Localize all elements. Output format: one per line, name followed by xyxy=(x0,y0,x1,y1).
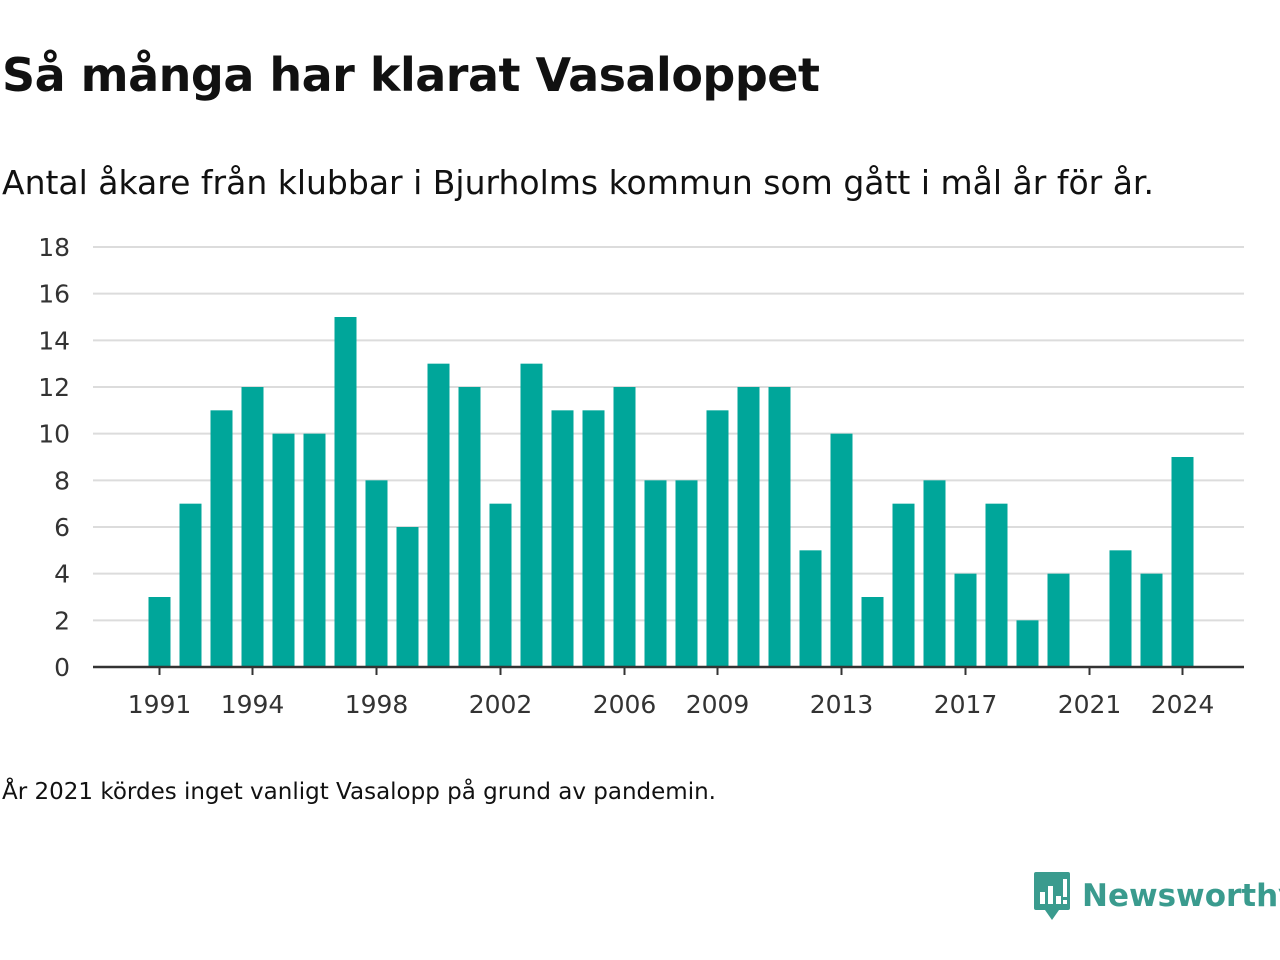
x-tick-label: 2021 xyxy=(1058,690,1122,719)
x-tick-label: 2006 xyxy=(593,690,657,719)
chart-title: Så många har klarat Vasaloppet xyxy=(2,48,820,102)
x-tick-label: 1991 xyxy=(128,690,192,719)
bar-2022 xyxy=(1109,550,1132,667)
newsworthy-logo-text: Newsworthy xyxy=(1082,878,1280,914)
y-tick-label: 6 xyxy=(54,513,70,542)
y-tick-label: 2 xyxy=(54,606,70,635)
y-tick-label: 10 xyxy=(38,420,70,449)
bar-2020 xyxy=(1047,573,1070,667)
y-tick-label: 14 xyxy=(38,326,70,355)
x-tick-label: 2024 xyxy=(1151,690,1215,719)
bar-2016 xyxy=(923,480,946,667)
newsworthy-logo: Newsworthy xyxy=(1032,870,1280,922)
bar-2000 xyxy=(427,363,450,667)
bar-1996 xyxy=(303,433,326,667)
bar-2023 xyxy=(1140,573,1163,667)
bar-2007 xyxy=(644,480,667,667)
bar-2010 xyxy=(737,387,760,667)
y-tick-label: 12 xyxy=(38,373,70,402)
x-tick-label: 1994 xyxy=(221,690,285,719)
bar-2017 xyxy=(954,573,977,667)
x-tick-label: 2009 xyxy=(686,690,750,719)
y-tick-label: 18 xyxy=(38,233,70,262)
bar-1997 xyxy=(334,317,357,667)
grid-lines xyxy=(93,246,1244,622)
bar-1991 xyxy=(148,597,171,667)
y-axis-tick-labels: 0 2 4 6 8 10 12 14 16 18 xyxy=(38,233,70,682)
y-tick-label: 0 xyxy=(54,653,70,682)
x-axis-tick-labels: 1991 1994 1998 2002 2006 2009 2013 2017 2021 2024 xyxy=(128,667,1215,719)
bar-2008 xyxy=(675,480,698,667)
bar-1998 xyxy=(365,480,388,667)
x-tick-label: 1998 xyxy=(345,690,409,719)
bar-2024 xyxy=(1171,457,1194,667)
bar-2012 xyxy=(799,550,822,667)
newsworthy-bar-chart-icon xyxy=(1034,872,1070,920)
y-tick-label: 4 xyxy=(54,560,70,589)
x-tick-label: 2002 xyxy=(469,690,533,719)
bar-2011 xyxy=(768,387,791,667)
bar-2014 xyxy=(861,597,884,667)
bar-1999 xyxy=(396,527,419,667)
bar-1992 xyxy=(179,503,202,667)
bar-2001 xyxy=(458,387,481,667)
y-tick-label: 16 xyxy=(38,280,70,309)
bar-chart: 0 2 4 6 8 10 12 14 16 18 1991 1994 1998 2002 2006 2009… xyxy=(38,233,1244,719)
bar-1994 xyxy=(241,387,264,667)
footnote: År 2021 kördes inget vanligt Vasalopp på… xyxy=(2,779,716,805)
bar-2019 xyxy=(1016,620,1039,667)
y-tick-label: 8 xyxy=(54,466,70,495)
bar-2002 xyxy=(489,503,512,667)
bar-2004 xyxy=(551,410,574,667)
bar-2006 xyxy=(613,387,636,667)
bar-2013 xyxy=(830,433,853,667)
bars xyxy=(148,317,1194,667)
x-tick-label: 2017 xyxy=(934,690,998,719)
bar-2015 xyxy=(892,503,915,667)
bar-2003 xyxy=(520,363,543,667)
bar-2005 xyxy=(582,410,605,667)
bar-2018 xyxy=(985,503,1008,667)
x-tick-label: 2013 xyxy=(810,690,874,719)
bar-1995 xyxy=(272,433,295,667)
chart-subtitle: Antal åkare från klubbar i Bjurholms kom… xyxy=(2,163,1154,202)
bar-2009 xyxy=(706,410,729,667)
bar-1993 xyxy=(210,410,233,667)
